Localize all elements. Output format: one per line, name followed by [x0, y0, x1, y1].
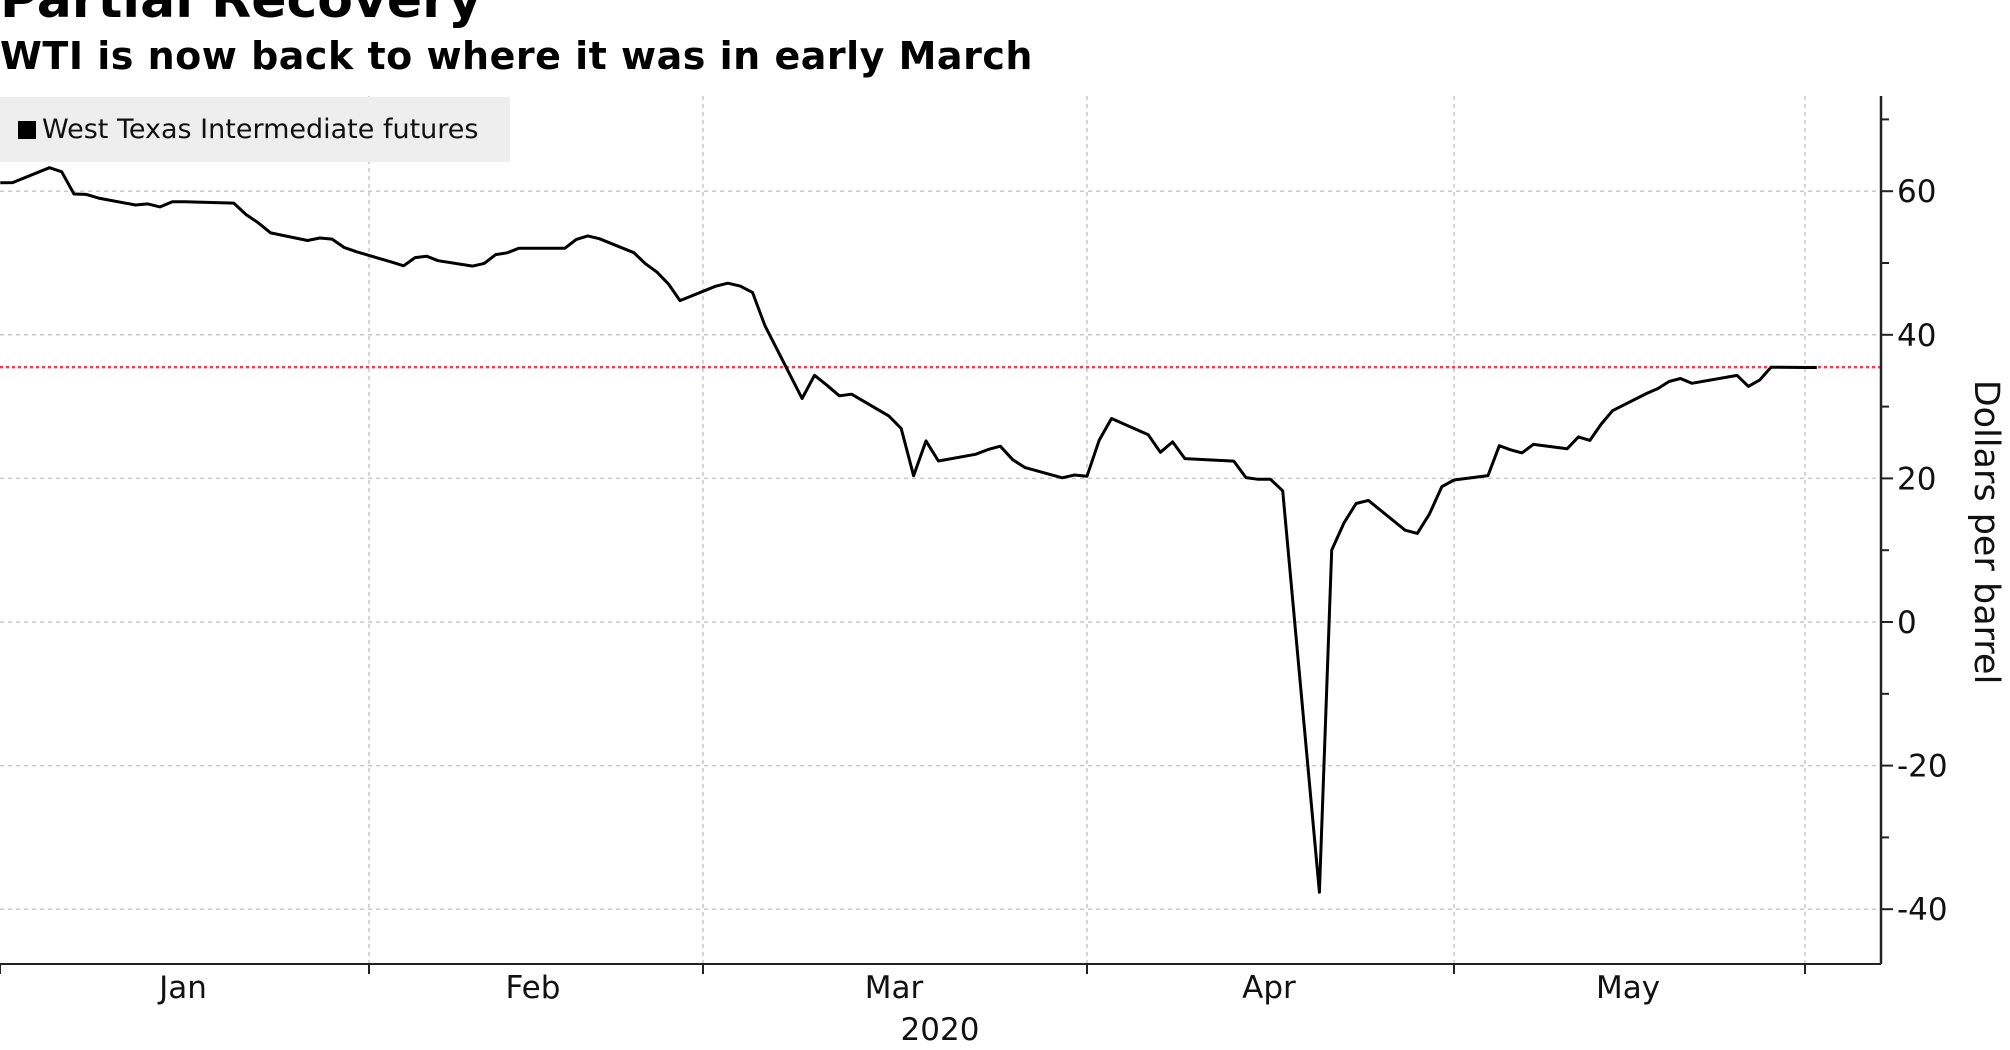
- y-tick-label: 60: [1897, 174, 1936, 210]
- legend-label: West Texas Intermediate futures: [42, 114, 479, 145]
- y-tick-label: -40: [1897, 892, 1948, 928]
- x-axis-ticks: Jan Feb Mar Apr May: [157, 970, 1660, 1006]
- chart-title: Partial Recovery: [0, 0, 482, 30]
- x-tick-label: Mar: [865, 970, 924, 1006]
- legend-swatch: [18, 120, 36, 139]
- y-tick-label: 40: [1897, 318, 1936, 354]
- legend: West Texas Intermediate futures: [0, 97, 510, 162]
- y-tick-label: -20: [1897, 749, 1948, 785]
- chart-subtitle: WTI is now back to where it was in early…: [0, 34, 1033, 78]
- x-tick-label: Feb: [506, 970, 561, 1006]
- y-axis-ticks: 60 40 20 0 -20 -40: [1897, 174, 1948, 928]
- series-line-wti: [0, 166, 1817, 894]
- y-axis-label: Dollars per barrel: [1966, 380, 2006, 685]
- x-tick-label: May: [1596, 970, 1660, 1006]
- gridlines: [0, 96, 1881, 964]
- x-axis-label: 2020: [901, 1012, 980, 1048]
- x-tick-label: Jan: [157, 970, 207, 1006]
- y-tick-label: 0: [1897, 605, 1917, 641]
- x-tick-label: Apr: [1242, 970, 1296, 1006]
- y-tick-label: 20: [1897, 461, 1936, 497]
- axes: [0, 96, 1893, 974]
